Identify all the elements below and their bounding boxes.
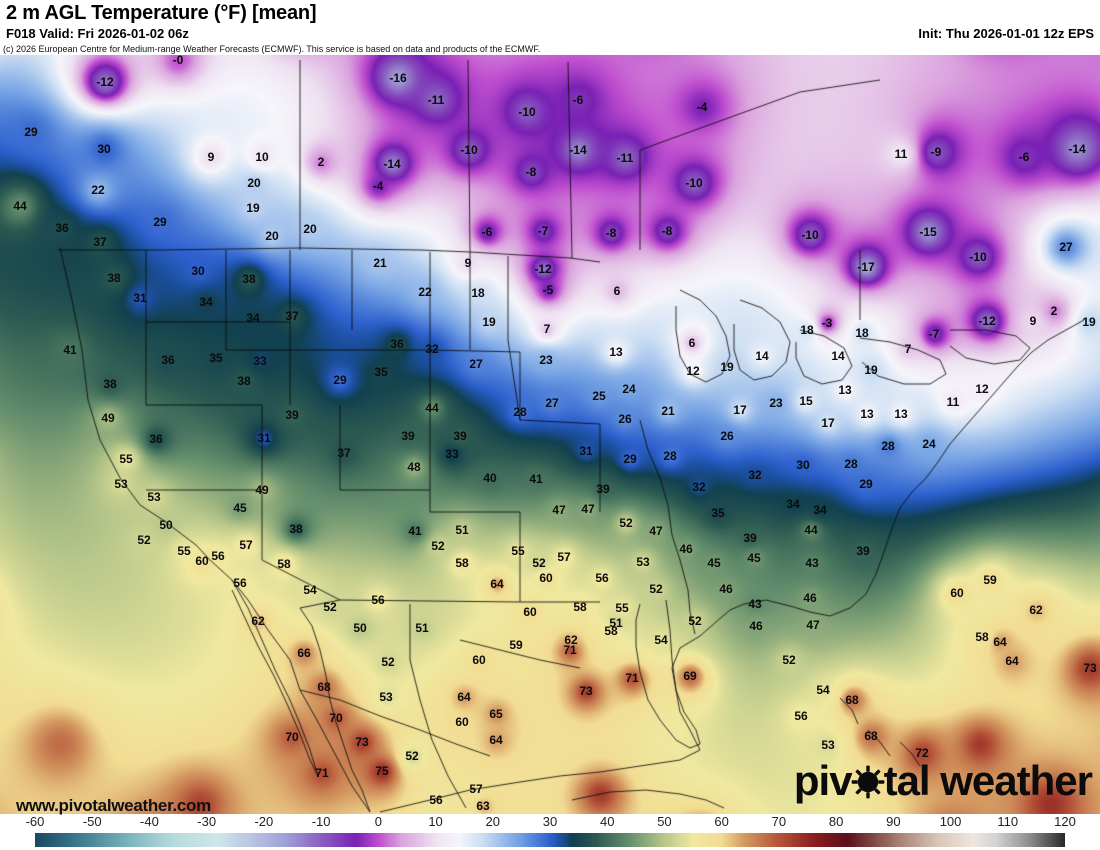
colorbar-tick: 70 [771,814,787,829]
colorbar-tick: 10 [428,814,443,829]
colorbar-tick: 30 [542,814,558,829]
colorbar-tick: 0 [374,814,382,829]
temperature-field-canvas [0,44,1100,814]
colorbar-tick: -20 [254,814,274,829]
colorbar-tick: 60 [714,814,729,829]
colorbar-tick: 90 [886,814,901,829]
colorbar-tick: 20 [485,814,500,829]
colorbar-tick: 110 [997,814,1019,829]
site-url-watermark: www.pivotalweather.com [16,796,211,815]
valid-time-label: F018 Valid: Fri 2026-01-02 06z [6,26,189,41]
temperature-map[interactable]: 29 -12 30 22 29 44 36 37 38 38 49 41 31 36 55 53 53 50 52 5… [0,44,1100,814]
logo-text-after: tal weather [883,757,1093,804]
colorbar-tick: -40 [140,814,159,829]
colorbar: -60 -50 -40 -30 -20 -10 0 10 20 30 40 50 60 70 80 90 100… [0,814,1100,850]
colorbar-gradient [35,833,1065,847]
init-time-label: Init: Thu 2026-01-01 12z EPS [918,26,1094,41]
page-title: 2 m AGL Temperature (°F) [mean] [6,2,317,24]
colorbar-tick: -60 [25,814,45,829]
colorbar-tick: -50 [82,814,102,829]
colorbar-ticks: -60 -50 -40 -30 -20 -10 0 10 20 30 40 50 60 70 80 90 100… [0,814,1100,832]
gear-sun-icon [851,764,885,799]
colorbar-tick: 100 [939,814,962,829]
colorbar-tick: -10 [311,814,331,829]
map-header: 2 m AGL Temperature (°F) [mean] F018 Val… [0,0,1100,44]
colorbar-tick: 120 [1054,814,1076,829]
colorbar-tick: 50 [657,814,672,829]
pivotal-weather-logo: piv tal weather [793,757,1093,804]
colorbar-tick: -30 [197,814,217,829]
colorbar-tick: 80 [828,814,844,829]
attribution-text: (c) 2026 European Centre for Medium-rang… [0,44,541,54]
colorbar-canvas [35,833,1065,847]
logo-text-before: piv [793,757,853,804]
colorbar-tick: 40 [599,814,615,829]
attribution-bar: (c) 2026 European Centre for Medium-rang… [0,44,1100,55]
